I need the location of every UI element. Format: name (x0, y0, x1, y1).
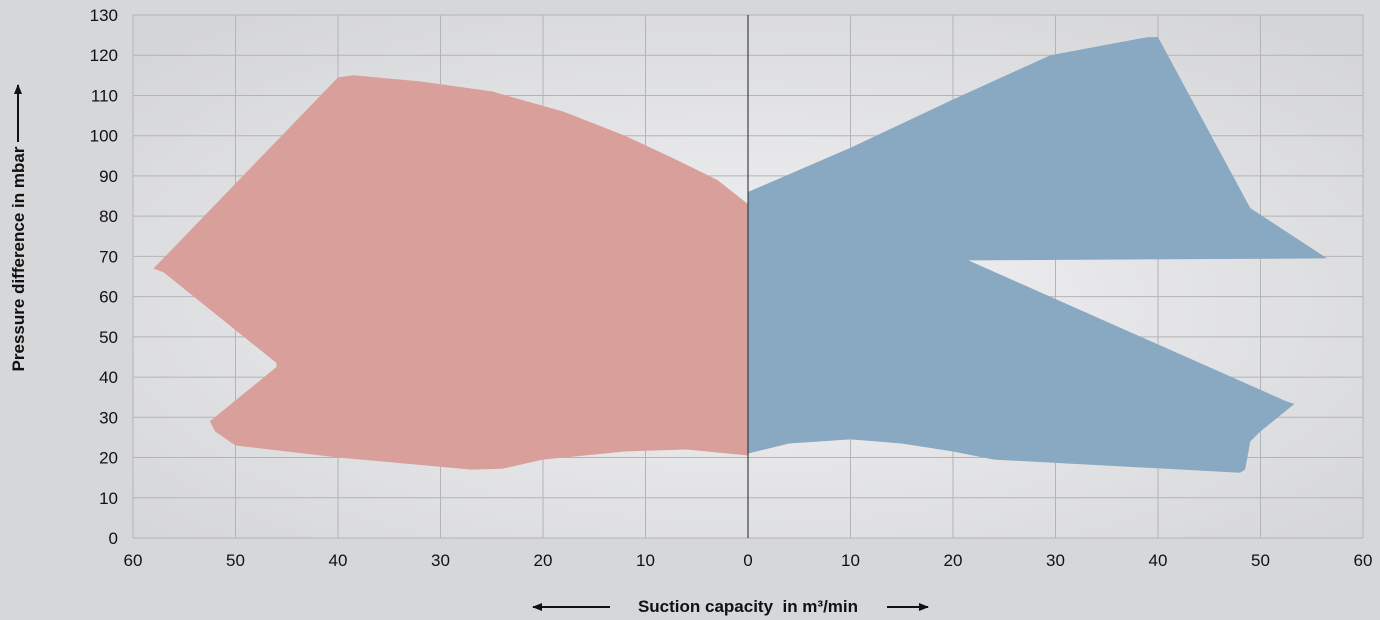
tick-labels: 60 50 40 30 20 10 0 10 20 30 40 50 60010203040506070… (90, 6, 1373, 570)
x-tick-label: 20 (534, 551, 553, 570)
y-tick-label: 100 (90, 127, 118, 146)
y-axis-title: Pressure difference in mbar (9, 146, 28, 371)
left-region-area (153, 75, 748, 470)
y-tick-label: 10 (99, 489, 118, 508)
right-region-area (748, 37, 1328, 473)
x-tick-label: 10 (841, 551, 860, 570)
x-axis-title: Suction capacity in m³/min (638, 597, 858, 616)
y-tick-label: 20 (99, 449, 118, 468)
x-tick-label: 60 (1354, 551, 1373, 570)
y-tick-label: 70 (99, 247, 118, 266)
data-regions (153, 37, 1328, 473)
y-tick-label: 80 (99, 207, 118, 226)
x-tick-label: 30 (1046, 551, 1065, 570)
y-tick-label: 0 (109, 529, 118, 548)
x-tick-label: 10 (636, 551, 655, 570)
x-tick-label: 40 (1149, 551, 1168, 570)
y-tick-label: 30 (99, 408, 118, 427)
x-tick-label: 50 (1251, 551, 1270, 570)
x-tick-label: 50 (226, 551, 245, 570)
x-tick-label: 40 (329, 551, 348, 570)
y-tick-label: 40 (99, 368, 118, 387)
y-tick-label: 130 (90, 6, 118, 25)
x-tick-label: 30 (431, 551, 450, 570)
x-tick-label: 60 (124, 551, 143, 570)
y-tick-label: 50 (99, 328, 118, 347)
y-tick-label: 90 (99, 167, 118, 186)
y-tick-label: 120 (90, 46, 118, 65)
y-tick-label: 110 (91, 86, 118, 105)
y-tick-label: 60 (99, 288, 118, 307)
x-tick-label: 20 (944, 551, 963, 570)
x-tick-label: 0 (743, 551, 752, 570)
